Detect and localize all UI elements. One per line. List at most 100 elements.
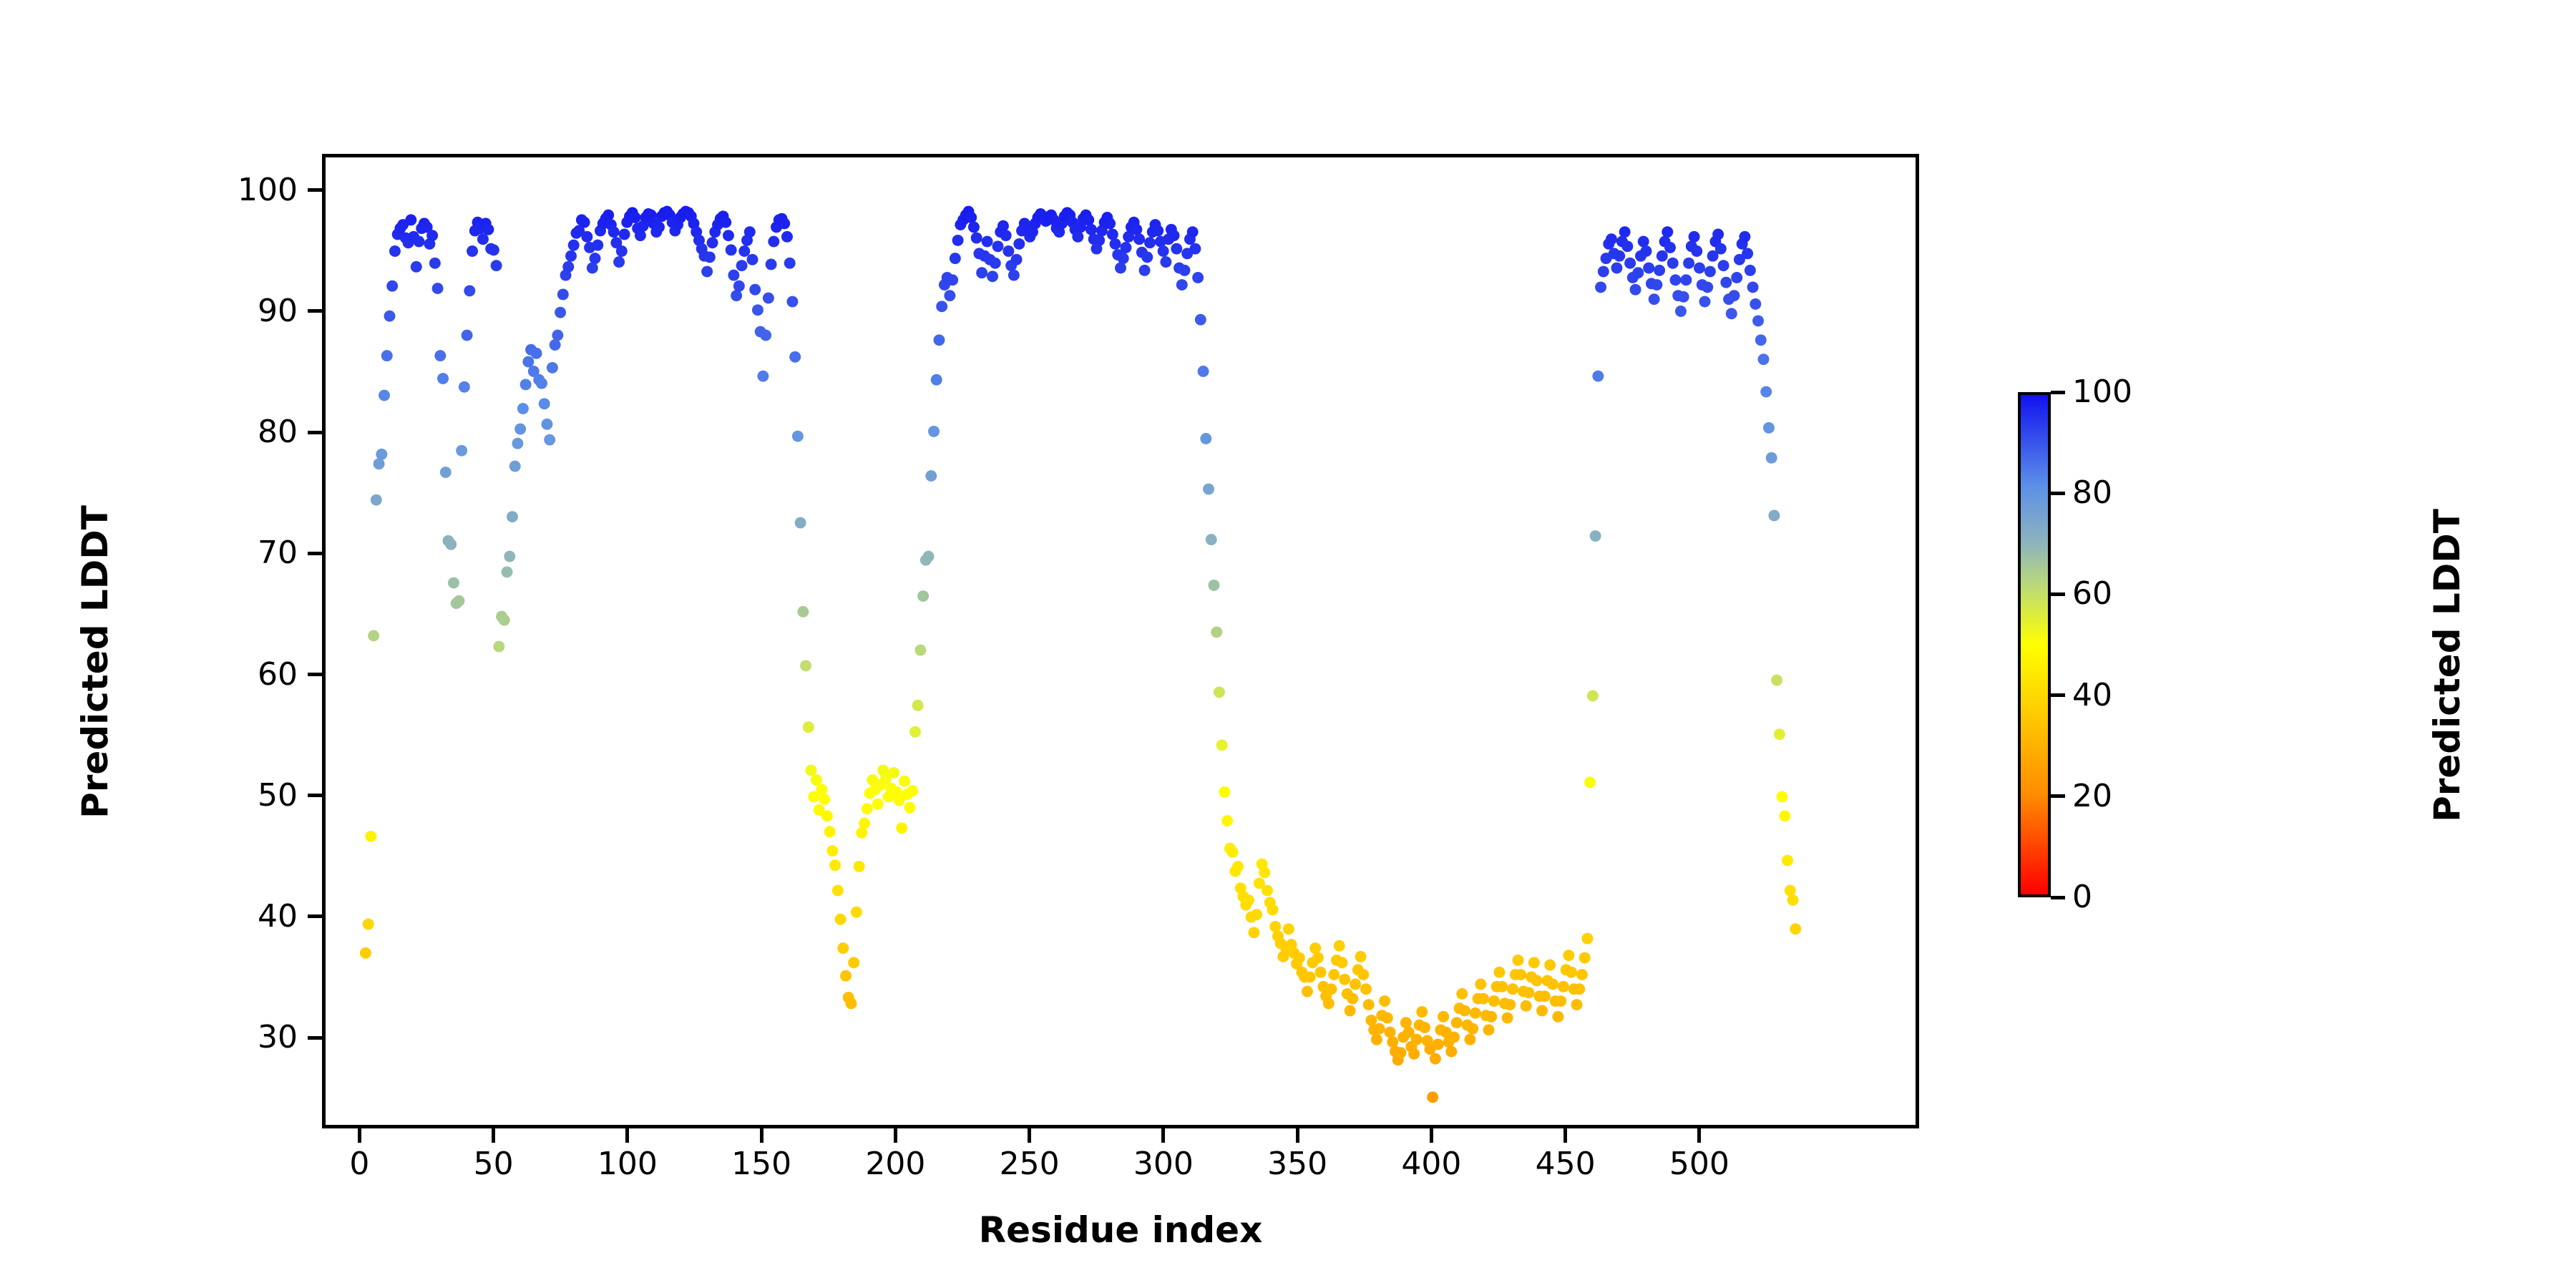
scatter-point <box>1624 257 1636 269</box>
scatter-point <box>1757 353 1770 366</box>
scatter-point <box>1194 313 1206 326</box>
scatter-point <box>1579 952 1591 964</box>
scatter-point <box>1302 985 1313 997</box>
scatter-point <box>629 212 641 223</box>
scatter-point <box>376 448 388 460</box>
scatter-point <box>1733 253 1745 265</box>
colorbar-tick-mark <box>2051 693 2065 698</box>
x-tick-label: 0 <box>349 1146 370 1182</box>
scatter-point <box>952 234 964 246</box>
scatter-point <box>1787 894 1799 906</box>
scatter-point <box>1120 242 1132 253</box>
scatter-point <box>967 221 980 233</box>
scatter-point <box>456 444 468 457</box>
scatter-point <box>909 726 921 738</box>
scatter-point <box>434 350 447 362</box>
scatter-point <box>824 826 836 838</box>
scatter-point <box>1483 1024 1495 1036</box>
scatter-point <box>1093 234 1106 246</box>
scatter-point <box>365 830 377 842</box>
scatter-point <box>797 605 809 618</box>
scatter-point <box>1589 530 1601 542</box>
scatter-point <box>549 339 561 351</box>
scatter-point <box>1656 250 1668 262</box>
scatter-point <box>581 230 593 243</box>
scatter-point <box>997 220 1009 232</box>
scatter-point <box>850 906 862 918</box>
scatter-point <box>1347 992 1359 1005</box>
colorbar-tick-mark <box>2051 895 2065 899</box>
x-tick-mark <box>1697 1128 1702 1143</box>
scatter-point <box>613 256 625 268</box>
scatter-point <box>749 283 761 296</box>
scatter-point <box>784 257 796 269</box>
scatter-point <box>359 947 371 959</box>
x-tick-mark <box>893 1128 897 1143</box>
scatter-point <box>1784 884 1796 897</box>
scatter-point <box>1432 1038 1444 1050</box>
scatter-point <box>541 418 553 430</box>
scatter-point <box>789 351 801 363</box>
scatter-point <box>899 775 910 787</box>
scatter-point <box>1771 674 1783 686</box>
scatter-point <box>1704 265 1716 278</box>
scatter-point <box>1557 980 1569 992</box>
scatter-point <box>1597 265 1609 278</box>
scatter-point <box>728 269 740 281</box>
scatter-point <box>831 884 844 897</box>
scatter-point <box>1448 1031 1460 1043</box>
scatter-point <box>872 798 884 810</box>
scatter-point <box>1674 306 1687 317</box>
scatter-point <box>1309 942 1322 955</box>
colorbar-label: Predicted LDDT <box>2426 509 2468 822</box>
scatter-point <box>936 301 948 313</box>
scatter-point <box>1416 1006 1428 1018</box>
scatter-point <box>976 267 988 279</box>
scatter-point <box>1438 1010 1450 1023</box>
scatter-point <box>1720 276 1732 288</box>
scatter-point <box>1445 1045 1458 1058</box>
scatter-point <box>1410 1033 1423 1045</box>
scatter-point <box>1429 1053 1441 1065</box>
scatter-point <box>1563 950 1575 962</box>
scatter-point <box>1779 810 1791 822</box>
scatter-point <box>794 517 806 529</box>
scatter-point <box>1760 386 1772 398</box>
scatter-point <box>512 437 524 449</box>
scatter-point <box>1606 233 1617 245</box>
scatter-point <box>1362 999 1375 1010</box>
scatter-point <box>1384 1026 1396 1038</box>
scatter-point <box>1768 509 1780 522</box>
scatter-point <box>1133 233 1146 245</box>
scatter-point <box>1464 1033 1476 1045</box>
y-tick-label: 40 <box>258 897 298 935</box>
scatter-point <box>1619 226 1631 238</box>
scatter-point <box>1402 1026 1415 1038</box>
scatter-point <box>562 260 575 273</box>
scatter-point <box>1328 969 1340 981</box>
scatter-point <box>1776 791 1788 803</box>
scatter-point <box>848 957 860 969</box>
scatter-point <box>1106 228 1118 240</box>
scatter-point <box>589 253 601 265</box>
scatter-point <box>467 245 479 257</box>
scatter-point <box>1717 260 1729 272</box>
scatter-point <box>1115 262 1126 274</box>
x-tick-label: 450 <box>1535 1146 1596 1182</box>
x-tick-mark <box>625 1128 630 1143</box>
scatter-point <box>949 253 961 265</box>
scatter-point <box>765 258 777 270</box>
scatter-point <box>586 262 598 274</box>
scatter-point <box>421 221 433 233</box>
scatter-point <box>1712 228 1724 240</box>
scatter-point <box>1576 969 1588 981</box>
scatter-point <box>1528 957 1540 969</box>
scatter-point <box>1171 243 1183 255</box>
colorbar-tick-label: 100 <box>2072 374 2132 410</box>
scatter-point <box>1501 1012 1513 1024</box>
scatter-point <box>362 918 374 930</box>
scatter-point <box>1592 370 1604 382</box>
scatter-point <box>1192 272 1204 283</box>
scatter-point <box>781 230 793 243</box>
y-tick-label: 60 <box>258 655 298 693</box>
